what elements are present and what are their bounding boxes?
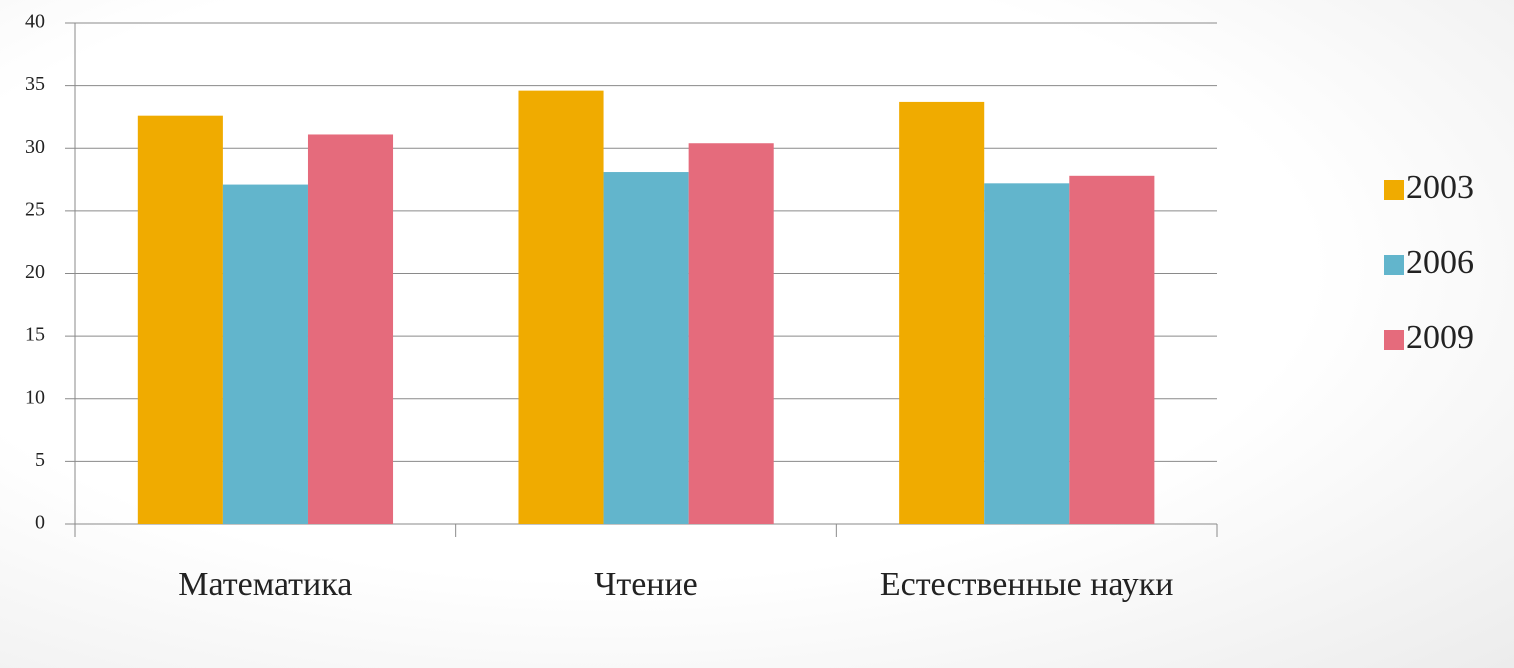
bar: [518, 90, 604, 524]
x-tick-label: Естественные науки: [879, 566, 1174, 603]
bar: [688, 143, 774, 525]
y-tick-label: 0: [35, 512, 45, 534]
legend-swatch: [1384, 255, 1404, 275]
y-tick-label: 10: [25, 386, 45, 408]
legend-label: 2003: [1406, 169, 1474, 206]
legend-label: 2009: [1406, 319, 1474, 356]
x-tick-label: Математика: [178, 566, 353, 603]
bar: [603, 172, 689, 525]
bar: [1069, 175, 1155, 524]
bar: [222, 184, 308, 524]
legend-swatch: [1384, 330, 1404, 350]
y-tick-label: 35: [25, 73, 45, 95]
y-tick-label: 40: [25, 11, 45, 33]
bar: [137, 115, 223, 524]
y-tick-label: 15: [25, 324, 45, 346]
bar: [984, 183, 1070, 524]
legend-label: 2006: [1406, 244, 1474, 281]
y-tick-label: 25: [25, 198, 45, 220]
bar: [899, 101, 985, 524]
y-tick-label: 20: [25, 261, 45, 283]
x-tick-label: Чтение: [594, 566, 698, 603]
y-tick-label: 30: [25, 136, 45, 158]
bar: [307, 134, 394, 524]
y-tick-label: 5: [35, 449, 45, 471]
legend-swatch: [1384, 180, 1404, 200]
